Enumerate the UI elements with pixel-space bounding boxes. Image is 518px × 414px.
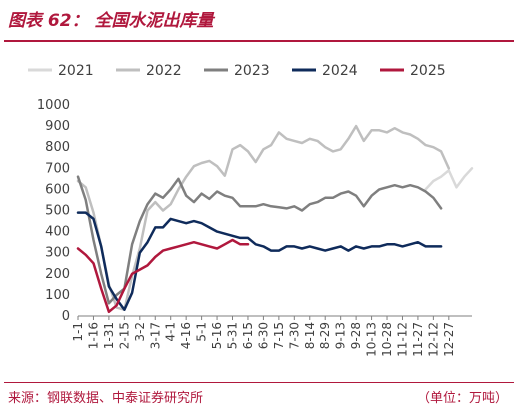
x-tick-label: 1-16 [86, 322, 100, 349]
series-line-2025 [76, 238, 250, 314]
legend-label-2022: 2022 [146, 63, 182, 79]
y-tick-label: 600 [45, 182, 70, 197]
y-tick-label: 0 [62, 309, 70, 324]
chart-legend: 2021 2022 2023 2024 2025 [28, 63, 446, 79]
y-tick-label: 900 [45, 119, 70, 134]
y-tick-label: 200 [45, 267, 70, 282]
legend-label-2025: 2025 [410, 63, 446, 79]
x-axis: 1-1 1-16 1-31 2-15 3-2 3-17 4-1 4-16 5-1 5-16 5-31… [71, 315, 472, 357]
x-tick-label: 11-27 [411, 322, 425, 357]
y-tick-label: 1000 [37, 98, 70, 113]
series-line-2022 [76, 124, 451, 311]
x-tick-label: 12-27 [442, 322, 456, 357]
x-tick-label: 5-16 [210, 322, 224, 349]
x-tick-label: 10-28 [380, 322, 394, 357]
series-line-2021 [424, 167, 474, 191]
x-tick-label: 7-30 [287, 322, 301, 349]
legend-label-2024: 2024 [322, 63, 358, 79]
x-tick-label: 10-13 [365, 322, 379, 357]
legend-label-2021: 2021 [58, 63, 94, 79]
x-tick-label: 5-31 [226, 322, 240, 349]
y-tick-label: 700 [45, 161, 70, 176]
x-tick-label: 1-1 [71, 322, 85, 342]
x-tick-label: 8-29 [318, 322, 332, 349]
legend-label-2023: 2023 [234, 63, 270, 79]
x-tick-label: 6-15 [241, 322, 255, 349]
y-axis: 0 100 200 300 400 500 600 700 800 900 1000 [37, 98, 70, 324]
series-line-2024 [76, 211, 443, 311]
x-tick-label: 1-31 [102, 322, 116, 349]
x-tick-label: 8-14 [303, 322, 317, 349]
x-tick-label: 12-12 [426, 322, 440, 357]
x-tick-label: 3-17 [148, 322, 162, 349]
footer-rule [4, 382, 514, 383]
x-tick-label: 9-13 [334, 322, 348, 349]
y-tick-label: 400 [45, 225, 70, 240]
y-tick-label: 300 [45, 246, 70, 261]
unit-note: （单位：万吨） [416, 391, 508, 406]
y-tick-label: 100 [45, 288, 70, 303]
series-line-2023 [76, 175, 443, 305]
x-tick-label: 7-15 [272, 322, 286, 349]
chart-title: 图表 62： 全国水泥出库量 [8, 11, 214, 31]
x-tick-label: 5-1 [195, 322, 209, 342]
x-tick-label: 6-30 [256, 322, 270, 349]
x-tick-label: 9-28 [349, 322, 363, 349]
source-note: 来源：钢联数据、中泰证券研究所 [8, 391, 204, 406]
title-rule [4, 40, 514, 42]
cement-shipment-chart: 2021 2022 2023 2024 2025 0 100 200 300 400 500 600… [28, 63, 474, 357]
series-group [76, 124, 474, 314]
x-tick-label: 4-16 [179, 322, 193, 349]
y-tick-label: 500 [45, 204, 70, 219]
y-tick-label: 800 [45, 140, 70, 155]
x-tick-label: 4-1 [164, 322, 178, 342]
x-tick-label: 3-2 [133, 322, 147, 342]
x-tick-label: 11-12 [395, 322, 409, 357]
x-tick-label: 2-15 [117, 322, 131, 349]
